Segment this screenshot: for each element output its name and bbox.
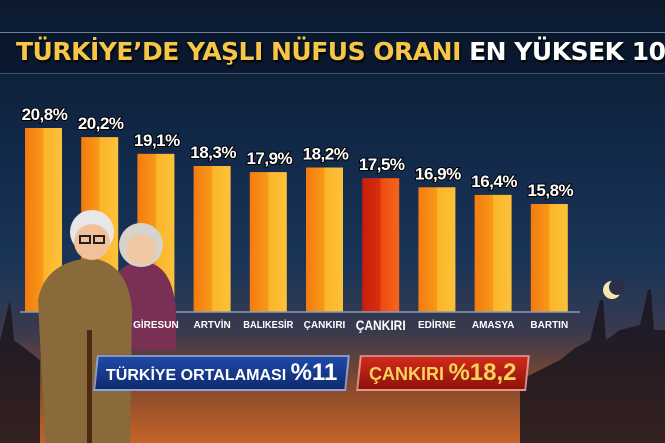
category-label: EDİRNE (418, 318, 456, 331)
category-label: AMASYA (472, 320, 514, 331)
cankiri-badge: ÇANKIRI %18,2 (356, 355, 530, 391)
category-label: ÇANKIRI (304, 320, 346, 331)
title-part1: TÜRKİYE’DE YAŞLI NÜFUS ORANI (16, 37, 461, 66)
data-label: 19,1% (134, 131, 180, 150)
category-label: BARTIN (530, 320, 568, 331)
data-label: 16,4% (471, 172, 517, 191)
data-label: 17,5% (359, 155, 405, 174)
bar (306, 167, 343, 312)
bar (193, 166, 231, 312)
category-label: GİRESUN (133, 318, 179, 331)
bar (362, 178, 400, 312)
city-value: %18,2 (448, 359, 517, 386)
summary-badges: TÜRKİYE ORTALAMASI %11 ÇANKIRI %18,2 (93, 355, 530, 391)
title-part2: EN YÜKSEK 10 İL (469, 37, 665, 66)
turkey-average-badge: TÜRKİYE ORTALAMASI %11 (93, 355, 351, 391)
bar (474, 194, 512, 312)
data-label: 18,3% (190, 143, 236, 162)
category-label: ARTVİN (193, 318, 230, 331)
chart-title: TÜRKİYE’DE YAŞLI NÜFUS ORANI EN YÜKSEK 1… (16, 37, 665, 66)
data-label: 20,8% (22, 105, 68, 124)
data-label: 17,9% (246, 149, 292, 168)
data-label: 15,8% (527, 181, 573, 200)
title-band (0, 32, 665, 74)
city-silhouette (0, 300, 40, 443)
bar (249, 172, 287, 312)
category-label: BALIKESİR (243, 318, 294, 331)
mosque-silhouette (520, 290, 665, 443)
city-label: ÇANKIRI (369, 364, 445, 384)
data-label: 18,2% (303, 145, 349, 164)
category-label: ÇANKIRI (356, 317, 406, 333)
data-label: 16,9% (415, 164, 461, 183)
average-label: TÜRKİYE ORTALAMASI (106, 367, 287, 384)
elderly-couple-illustration (38, 210, 176, 443)
average-value: %11 (290, 359, 338, 386)
bar (418, 187, 456, 312)
bar (530, 204, 568, 312)
data-label: 20,2% (78, 114, 124, 133)
